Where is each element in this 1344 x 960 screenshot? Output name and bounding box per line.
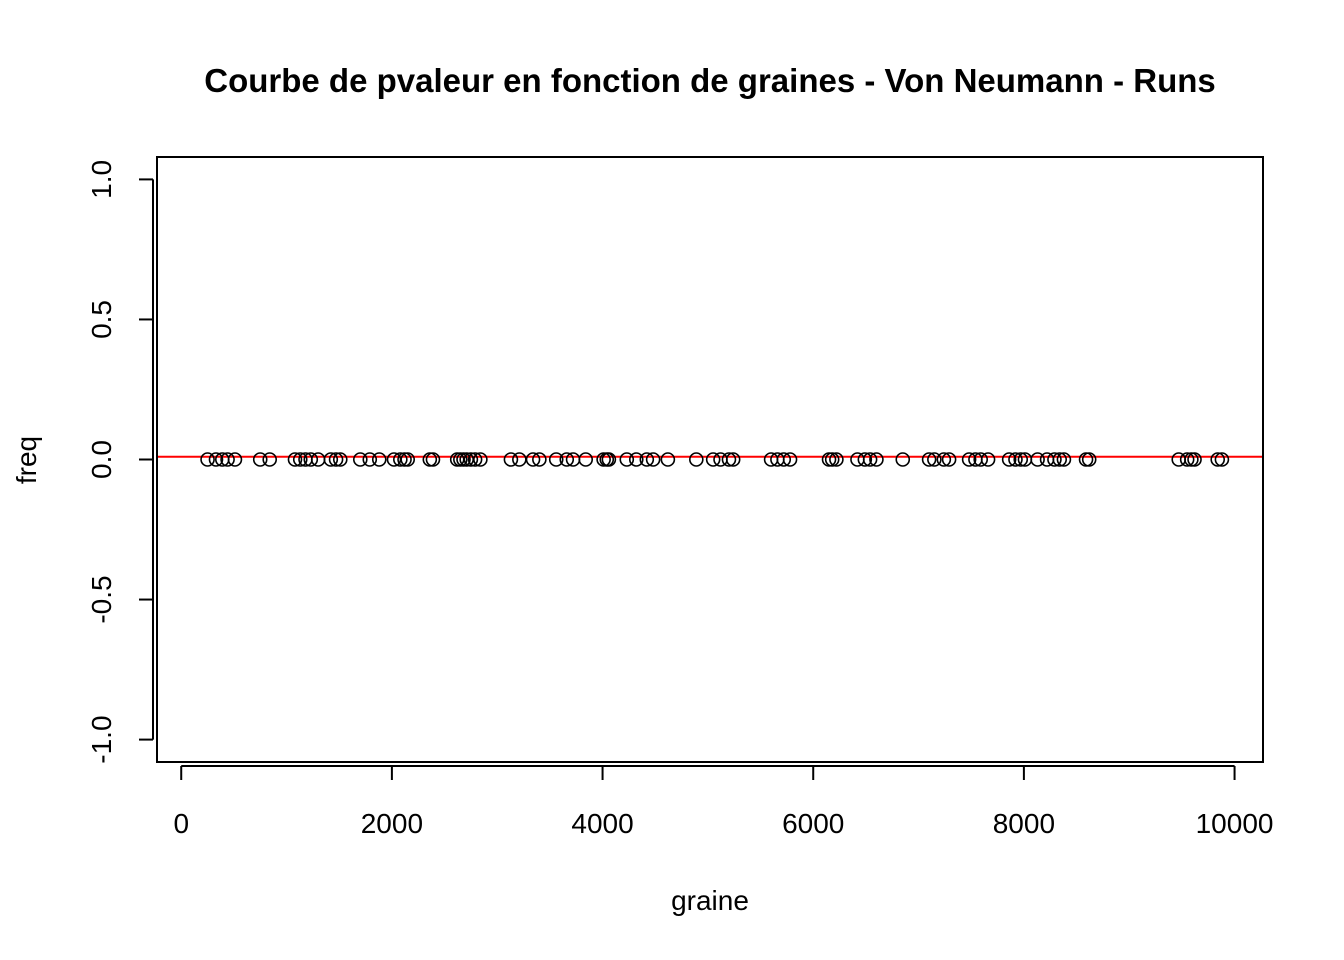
data-point: [393, 452, 408, 467]
data-point: [1056, 452, 1072, 467]
data-point: [328, 452, 344, 467]
y-tick-label: 0.5: [86, 300, 117, 339]
data-point: [578, 452, 594, 467]
data-point: [1187, 452, 1202, 467]
data-point: [628, 452, 644, 467]
data-point: [352, 452, 368, 467]
data-point: [973, 452, 989, 467]
data-point: [639, 452, 655, 467]
x-tick-label: 4000: [571, 808, 633, 839]
data-point: [619, 452, 635, 467]
data-point: [936, 452, 952, 467]
chart-title: Courbe de pvaleur en fonction de graines…: [204, 62, 1216, 99]
data-point: [503, 452, 519, 467]
data-point: [525, 452, 541, 467]
data-point: [292, 452, 308, 467]
x-tick-label: 10000: [1196, 808, 1274, 839]
data-point: [1081, 452, 1097, 467]
data-point: [1078, 452, 1094, 467]
data-point: [1008, 452, 1023, 467]
data-point: [980, 452, 996, 467]
data-point: [200, 452, 215, 467]
data-point: [371, 452, 387, 467]
data-point: [869, 452, 884, 467]
x-tick-label: 6000: [782, 808, 844, 839]
data-point: [463, 452, 479, 467]
data-point: [776, 452, 792, 467]
data-point: [660, 452, 676, 467]
data-point: [287, 452, 303, 467]
data-point: [850, 452, 865, 467]
plot-frame: [156, 156, 1264, 763]
y-tick-label: -1.0: [86, 715, 117, 763]
data-point: [1052, 452, 1068, 467]
data-point: [721, 452, 737, 467]
data-point: [895, 452, 911, 467]
data-point: [782, 452, 798, 467]
data-point: [1214, 452, 1230, 467]
x-axis-label: graine: [671, 885, 749, 916]
data-point: [829, 452, 844, 467]
data-point: [400, 452, 415, 467]
data-point: [601, 452, 617, 467]
data-point: [1047, 452, 1062, 467]
data-point: [689, 452, 704, 467]
y-tick-label: -0.5: [86, 575, 117, 623]
data-point: [857, 452, 873, 467]
data-point: [821, 452, 837, 467]
data-point: [252, 452, 268, 467]
data-point: [1030, 452, 1045, 467]
y-tick-label: 0.0: [86, 440, 117, 479]
data-point: [303, 452, 319, 467]
data-point: [1001, 452, 1017, 467]
data-point: [548, 452, 564, 467]
data-point: [1210, 452, 1226, 467]
y-axis-label: freq: [11, 436, 42, 484]
data-point: [425, 452, 441, 467]
data-point: [921, 452, 937, 467]
data-point: [1039, 452, 1055, 467]
data-point: [862, 452, 878, 467]
data-point: [941, 452, 957, 467]
data-point: [961, 452, 977, 467]
data-point: [362, 452, 378, 467]
y-tick-label: 1.0: [86, 160, 117, 199]
data-point: [227, 452, 243, 467]
x-axis: 0 2000 4000 6000 8000 10000: [173, 765, 1274, 839]
data-point: [208, 452, 224, 467]
data-point: [705, 452, 721, 467]
data-point: [645, 452, 661, 467]
data-point: [559, 452, 575, 467]
x-tick-label: 0: [173, 808, 189, 839]
data-point: [725, 452, 741, 467]
data-point: [332, 452, 348, 467]
data-point: [220, 452, 235, 467]
data-point: [1013, 452, 1029, 467]
data-point: [473, 452, 488, 467]
x-tick-label: 2000: [361, 808, 423, 839]
data-point: [927, 452, 942, 467]
data-point: [1179, 452, 1195, 467]
data-point: [467, 452, 483, 467]
data-point: [323, 452, 339, 467]
data-point: [512, 452, 527, 467]
data-point: [422, 452, 438, 467]
data-point: [262, 452, 278, 467]
data-point: [824, 452, 840, 467]
x-tick-label: 8000: [993, 808, 1055, 839]
data-points: [200, 452, 1230, 467]
y-axis: -1.0 -0.5 0.0 0.5 1.0: [86, 160, 154, 764]
data-point: [532, 452, 547, 467]
data-point: [310, 452, 326, 467]
